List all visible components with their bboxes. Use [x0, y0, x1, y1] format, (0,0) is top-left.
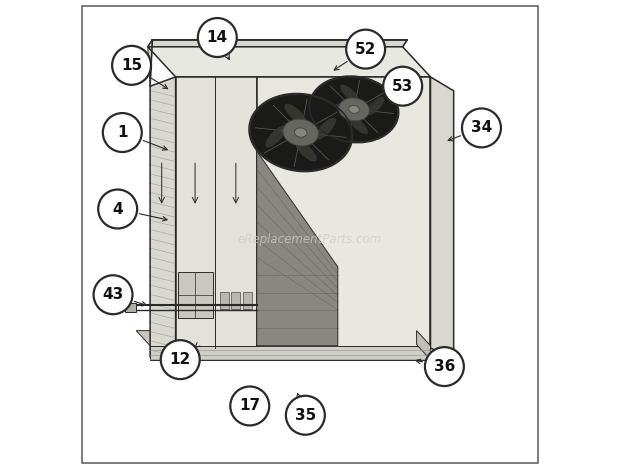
Text: 43: 43 — [102, 287, 123, 302]
Polygon shape — [148, 40, 407, 47]
Polygon shape — [148, 40, 153, 86]
Bar — [178, 272, 213, 318]
Text: 53: 53 — [392, 79, 414, 94]
Text: 36: 36 — [434, 359, 455, 374]
Circle shape — [112, 46, 151, 85]
Bar — [231, 293, 241, 309]
Polygon shape — [175, 77, 257, 348]
Ellipse shape — [310, 76, 398, 142]
Bar — [125, 303, 136, 312]
Ellipse shape — [283, 119, 319, 146]
Circle shape — [230, 386, 269, 425]
Bar — [219, 293, 229, 309]
Bar — [243, 293, 252, 309]
Polygon shape — [148, 47, 430, 77]
Circle shape — [425, 347, 464, 386]
Text: 1: 1 — [117, 125, 128, 140]
Text: 15: 15 — [121, 58, 142, 73]
Text: 4: 4 — [112, 202, 123, 217]
Circle shape — [94, 275, 133, 314]
Circle shape — [103, 113, 142, 152]
Ellipse shape — [295, 141, 317, 161]
Text: 17: 17 — [239, 399, 260, 414]
Polygon shape — [417, 331, 430, 360]
Text: eReplacementParts.com: eReplacementParts.com — [238, 233, 382, 246]
Text: 35: 35 — [294, 408, 316, 423]
Text: 52: 52 — [355, 42, 376, 57]
Ellipse shape — [366, 97, 384, 115]
Polygon shape — [136, 331, 430, 346]
Ellipse shape — [349, 116, 368, 134]
Ellipse shape — [265, 126, 286, 147]
Ellipse shape — [285, 104, 306, 124]
Ellipse shape — [316, 118, 336, 139]
Circle shape — [286, 396, 325, 435]
Circle shape — [161, 340, 200, 379]
Polygon shape — [150, 346, 430, 360]
Ellipse shape — [349, 106, 359, 113]
Polygon shape — [257, 77, 430, 348]
Ellipse shape — [339, 98, 370, 121]
Ellipse shape — [294, 128, 307, 137]
Text: 14: 14 — [206, 30, 228, 45]
Ellipse shape — [340, 84, 359, 102]
Circle shape — [198, 18, 237, 57]
Polygon shape — [257, 151, 338, 346]
Text: 12: 12 — [170, 352, 191, 367]
Circle shape — [346, 30, 385, 68]
Circle shape — [98, 189, 137, 228]
Circle shape — [383, 67, 422, 106]
Circle shape — [462, 108, 501, 147]
Polygon shape — [430, 77, 454, 360]
Ellipse shape — [324, 103, 342, 122]
Polygon shape — [150, 77, 175, 357]
Text: 34: 34 — [471, 121, 492, 136]
Ellipse shape — [250, 94, 352, 171]
